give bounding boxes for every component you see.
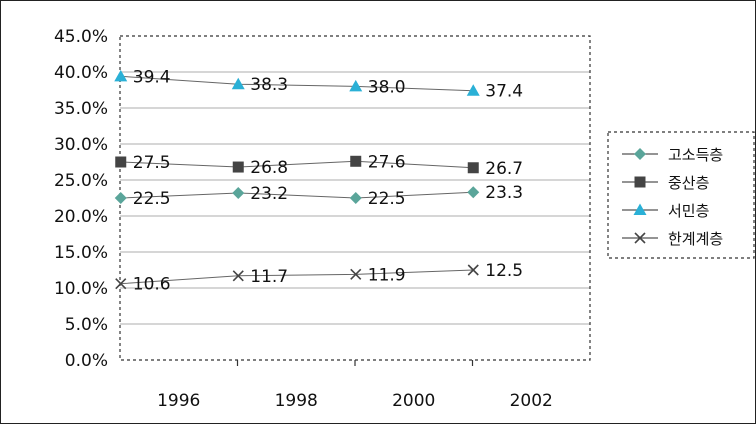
data-label: 38.3	[250, 75, 288, 95]
data-label: 22.5	[133, 189, 171, 209]
y-tick-label: 10.0%	[54, 279, 108, 299]
legend-item: 한계계층	[622, 230, 723, 248]
marker-stroke	[115, 278, 127, 290]
data-label: 10.6	[133, 275, 171, 295]
series-line	[120, 160, 474, 169]
legend-label: 서민층	[668, 202, 709, 220]
data-point	[350, 268, 362, 280]
data-point	[114, 69, 128, 82]
legend-marker	[634, 176, 646, 188]
series-3: 10.6 11.7 11.9 12.5	[115, 261, 523, 295]
x-axis-ticks: 1996 1998 2000 2002	[157, 360, 553, 411]
legend-marker	[634, 232, 646, 244]
legend-marker	[634, 148, 646, 160]
series-line	[120, 269, 474, 285]
series-1: 27.5 26.8 27.6 26.7	[115, 152, 523, 179]
data-point	[349, 192, 362, 204]
data-point	[467, 264, 479, 276]
data-label: 26.7	[485, 159, 523, 179]
data-label: 27.6	[368, 152, 406, 172]
marker-stroke	[350, 268, 362, 280]
y-tick-label: 25.0%	[54, 171, 108, 191]
legend-item: 서민층	[622, 202, 709, 220]
y-tick-label: 15.0%	[54, 243, 108, 263]
data-label: 26.8	[250, 158, 288, 178]
y-tick-label: 35.0%	[54, 99, 108, 119]
marker-stroke	[467, 264, 479, 276]
data-point	[349, 79, 363, 92]
gridlines	[120, 71, 590, 325]
marker-stroke	[232, 270, 244, 282]
data-label: 12.5	[485, 261, 523, 281]
legend-label: 중산층	[668, 174, 709, 192]
marker-stroke	[634, 232, 646, 244]
data-label: 39.4	[133, 67, 171, 87]
data-label: 22.5	[368, 189, 406, 209]
data-label: 38.0	[368, 77, 406, 97]
data-point	[114, 192, 127, 204]
y-tick-label: 20.0%	[54, 207, 108, 227]
data-point	[467, 162, 479, 174]
y-tick-label: 40.0%	[54, 63, 108, 83]
legend-item: 고소득층	[622, 146, 723, 164]
data-label: 27.5	[133, 153, 171, 173]
x-tick-label: 2000	[392, 391, 435, 411]
data-label: 11.7	[250, 267, 288, 287]
series-layer: 22.5 23.2 22.5 23.3 27.5 26.8 27.6 26.7 39.4 38.3…	[114, 67, 523, 295]
legend-label: 한계계층	[668, 230, 723, 248]
data-point	[232, 186, 245, 199]
y-tick-label: 0.0%	[65, 351, 108, 371]
series-line	[120, 75, 474, 92]
x-tick-label: 1996	[157, 391, 200, 411]
legend-item: 중산층	[622, 174, 709, 192]
data-point	[466, 84, 480, 96]
legend-label: 고소득층	[668, 146, 723, 164]
x-tick-label: 1998	[275, 391, 318, 411]
legend-box	[607, 131, 755, 259]
data-point	[115, 278, 127, 290]
data-label: 37.4	[485, 82, 523, 102]
data-point	[232, 161, 244, 173]
y-tick-label: 5.0%	[65, 315, 108, 335]
legend-marker	[633, 203, 647, 215]
data-label: 23.2	[250, 184, 288, 204]
series-2: 39.4 38.3 38.0 37.4	[114, 67, 523, 102]
data-point	[231, 77, 245, 90]
data-label: 23.3	[485, 183, 523, 203]
data-point	[115, 156, 127, 168]
series-line	[120, 191, 474, 199]
x-tick-label: 2002	[510, 391, 553, 411]
series-0: 22.5 23.2 22.5 23.3	[114, 183, 523, 209]
y-tick-label: 30.0%	[54, 135, 108, 155]
data-label: 11.9	[368, 265, 406, 285]
y-axis-ticks: 0.0% 5.0% 10.0% 15.0% 20.0% 25.0% 30.0% 35.0% 40…	[54, 27, 108, 371]
y-tick-label: 45.0%	[54, 27, 108, 47]
data-point	[232, 270, 244, 282]
data-point	[350, 155, 362, 167]
data-point	[467, 186, 480, 199]
